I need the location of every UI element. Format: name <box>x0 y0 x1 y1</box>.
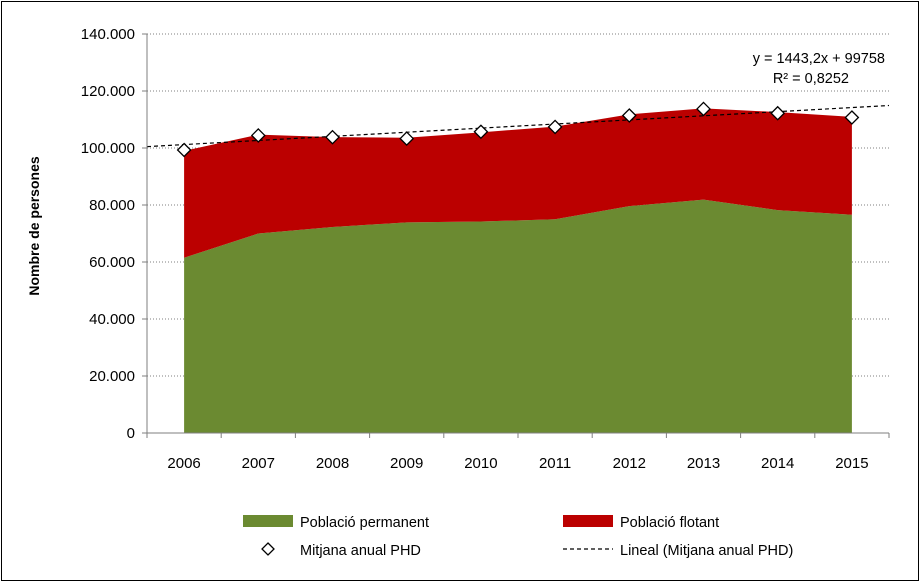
y-tick-label: 20.000 <box>89 368 135 385</box>
x-tick-labels: 2006 2007 2008 2009 2010 2011 2012 2013 2014 2015 <box>167 455 868 472</box>
marker-mitjana-anual-phd <box>176 142 192 158</box>
x-tick-label: 2007 <box>242 455 275 472</box>
y-axis-label: Nombre de persones <box>26 156 42 295</box>
marker-mitjana-anual-phd <box>696 101 711 117</box>
marker-mitjana-anual-phd <box>399 131 415 147</box>
x-tick-label: 2006 <box>167 455 200 472</box>
axes <box>142 33 890 438</box>
marker-layer <box>176 101 860 158</box>
marker-mitjana-anual-phd <box>473 124 489 140</box>
legend-label-poblacio-flotant: Població flotant <box>620 515 719 531</box>
x-tick-label: 2009 <box>390 455 423 472</box>
legend-label-poblacio-permanent: Població permanent <box>300 515 429 531</box>
legend-swatch-poblacio-flotant <box>563 515 613 527</box>
x-tick-label: 2013 <box>687 455 720 472</box>
marker-mitjana-anual-phd <box>844 110 860 125</box>
marker-mitjana-anual-phd <box>325 129 340 145</box>
stacked-areas <box>184 108 852 433</box>
y-tick-label: 80.000 <box>89 197 135 214</box>
y-tick-label: 120.000 <box>81 83 135 100</box>
x-tick-label: 2014 <box>761 455 794 472</box>
legend-swatch-poblacio-permanent <box>243 515 293 527</box>
trendline-equation: y = 1443,2x + 99758 <box>753 51 885 67</box>
x-tick-label: 2015 <box>835 455 868 472</box>
trendline-layer <box>146 104 890 148</box>
x-tick-label: 2012 <box>613 455 646 472</box>
area-poblacio-permanent <box>184 199 852 433</box>
trendline <box>146 104 890 148</box>
y-tick-label: 60.000 <box>89 254 135 271</box>
area-poblacio-flotant <box>184 108 852 258</box>
x-tick-label: 2011 <box>539 455 571 472</box>
y-tick-labels: 0 20.000 40.000 60.000 80.000 100.000 120.000 1… <box>81 26 135 442</box>
marker-mitjana-anual-phd <box>621 108 637 123</box>
trendline-r-squared: R² = 0,8252 <box>773 71 849 87</box>
marker-mitjana-anual-phd <box>547 119 563 135</box>
y-tick-label: 100.000 <box>81 140 135 157</box>
y-tick-label: 140.000 <box>81 26 135 43</box>
marker-mitjana-anual-phd <box>250 128 266 143</box>
marker-mitjana-anual-phd <box>770 105 786 121</box>
y-tick-label: 0 <box>127 425 135 442</box>
x-tick-label: 2008 <box>316 455 349 472</box>
x-tick-label: 2010 <box>464 455 497 472</box>
legend-label-lineal: Lineal (Mitjana anual PHD) <box>620 543 793 559</box>
legend-marker-diamond <box>261 542 275 556</box>
legend: Població permanent Població flotant Mitj… <box>243 515 793 559</box>
y-tick-label: 40.000 <box>89 311 135 328</box>
legend-label-mitjana-anual-phd: Mitjana anual PHD <box>300 543 421 559</box>
